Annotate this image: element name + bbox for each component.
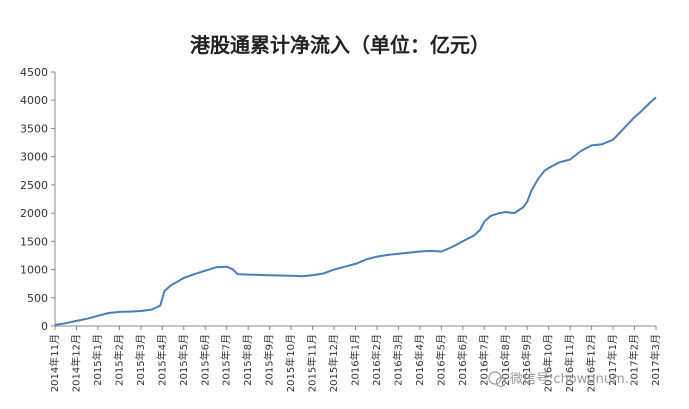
watermark: 微信号:chowqnum... xyxy=(488,371,637,388)
x-tick-label: 2015年10月 xyxy=(284,334,297,392)
y-tick-label: 4500 xyxy=(20,66,48,79)
x-tick-label: 2016年8月 xyxy=(499,334,512,386)
x-tick-label: 2016年6月 xyxy=(456,334,469,386)
x-tick-label: 2016年4月 xyxy=(413,334,426,386)
series-line xyxy=(54,96,657,326)
x-tick-label: 2015年1月 xyxy=(91,334,104,386)
y-tick-label: 3000 xyxy=(20,151,48,164)
x-tick-label: 2016年9月 xyxy=(520,334,533,386)
x-tick-label: 2016年12月 xyxy=(585,334,598,392)
x-tick-label: 2015年11月 xyxy=(306,334,319,392)
watermark-text: 微信号:chowqnum... xyxy=(510,372,637,387)
y-tick-label: 1000 xyxy=(20,264,48,277)
x-tick-label: 2015年9月 xyxy=(263,334,276,386)
x-axis: 2014年11月 2014年12月 2015年1月 2015年2月 2015年3月 201… xyxy=(48,325,662,392)
y-tick-label: 2000 xyxy=(20,207,48,220)
x-tick-label: 2015年8月 xyxy=(241,334,254,386)
x-tick-label: 2016年11月 xyxy=(563,334,576,392)
y-axis: 0 500 1000 1500 2000 2500 3000 3500 4000 4500 xyxy=(20,66,56,333)
y-tick-label: 1500 xyxy=(20,235,48,248)
x-tick-label: 2016年1月 xyxy=(349,334,362,386)
x-tick-label: 2016年10月 xyxy=(542,334,555,392)
x-tick-label: 2017年3月 xyxy=(649,334,662,386)
x-tick-label: 2015年2月 xyxy=(112,334,125,386)
x-tick-label: 2016年5月 xyxy=(434,334,447,386)
x-tick-label: 2015年12月 xyxy=(327,334,340,392)
x-tick-label: 2016年3月 xyxy=(391,334,404,386)
x-tick-label: 2017年1月 xyxy=(606,334,619,386)
series-group xyxy=(54,96,657,326)
y-tick-label: 3500 xyxy=(20,122,48,135)
wechat-icon xyxy=(488,371,507,388)
x-tick-label: 2014年12月 xyxy=(69,334,82,392)
x-tick-label: 2017年2月 xyxy=(628,334,641,386)
x-tick-label: 2015年3月 xyxy=(134,334,147,386)
y-tick-label: 500 xyxy=(27,292,48,305)
x-tick-label: 2015年5月 xyxy=(177,334,190,386)
x-tick-label: 2015年6月 xyxy=(198,334,211,386)
x-tick-label: 2016年2月 xyxy=(370,334,383,386)
x-tick-label: 2016年7月 xyxy=(477,334,490,386)
x-tick-label: 2015年4月 xyxy=(155,334,168,386)
x-tick-label: 2014年11月 xyxy=(48,334,61,392)
y-tick-label: 4000 xyxy=(20,94,48,107)
y-tick-label: 0 xyxy=(41,320,48,333)
chart-title: 港股通累计净流入（单位：亿元） xyxy=(190,33,490,57)
x-tick-label: 2015年7月 xyxy=(220,334,233,386)
y-tick-label: 2500 xyxy=(20,179,48,192)
